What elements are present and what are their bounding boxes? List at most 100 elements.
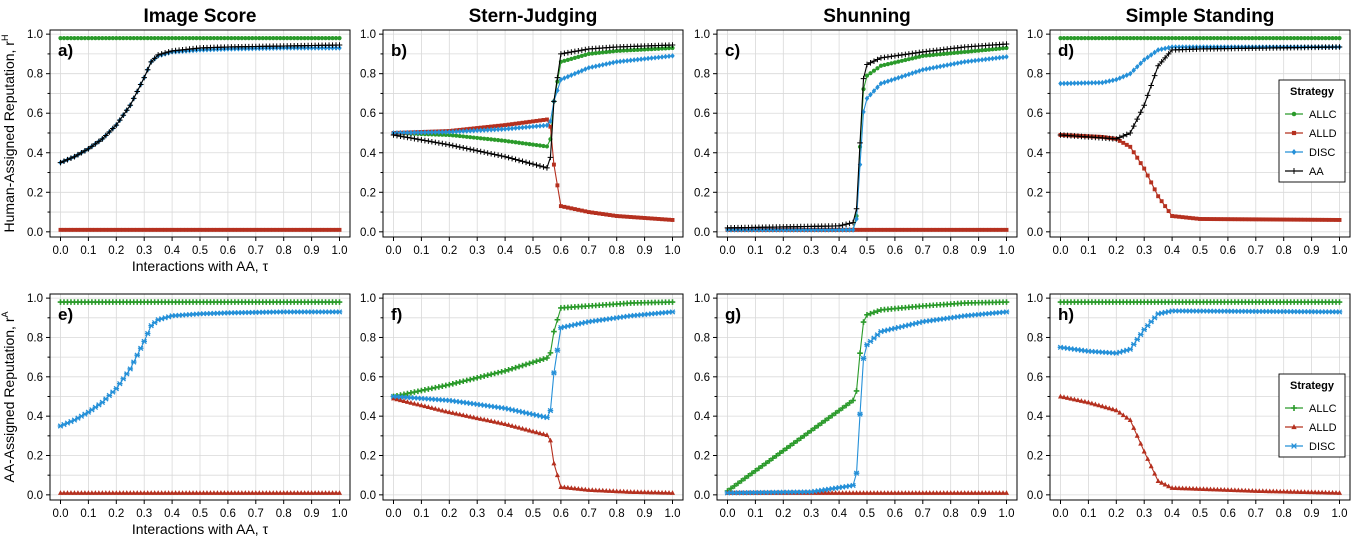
data-point — [207, 490, 213, 495]
data-point — [735, 480, 741, 487]
y-tick-label: 0.2 — [360, 187, 376, 199]
data-point — [121, 227, 126, 232]
x-tick-label: 0.1 — [80, 245, 96, 257]
data-point — [906, 490, 912, 495]
data-point — [123, 107, 130, 114]
data-point — [471, 127, 476, 134]
data-point — [390, 132, 397, 138]
data-point — [1127, 346, 1134, 352]
data-point — [924, 53, 929, 58]
data-point — [1123, 131, 1130, 138]
data-point — [531, 119, 535, 124]
data-point — [75, 151, 81, 158]
y-tick-label: 0.8 — [360, 69, 376, 81]
data-point — [1267, 217, 1272, 222]
data-point — [593, 211, 598, 216]
data-point — [1194, 35, 1199, 41]
data-point — [485, 417, 491, 423]
data-point — [1246, 35, 1251, 41]
data-point — [604, 212, 609, 217]
data-point — [85, 490, 91, 495]
y-tick-label: 1.0 — [694, 293, 710, 305]
series-disc — [724, 309, 1010, 496]
data-point — [791, 227, 797, 233]
data-point — [82, 490, 88, 495]
y-tick-label: 0.0 — [1027, 227, 1043, 239]
data-point — [454, 133, 459, 138]
y-tick-label: 1.0 — [27, 293, 43, 305]
data-point — [1278, 217, 1283, 222]
data-point — [618, 214, 623, 219]
data-point — [110, 490, 116, 495]
data-point — [491, 370, 498, 377]
data-point — [770, 455, 776, 462]
x-tick-label: 0.5 — [192, 508, 208, 520]
data-point — [663, 489, 669, 495]
data-point — [632, 47, 637, 53]
x-tick-label: 0.3 — [803, 508, 819, 520]
data-point — [433, 129, 438, 136]
data-point — [316, 35, 321, 41]
data-point — [1152, 187, 1157, 192]
data-point — [895, 490, 901, 495]
data-point — [993, 46, 999, 52]
data-point — [492, 126, 497, 133]
data-point — [836, 227, 842, 233]
data-point — [1128, 35, 1133, 41]
data-point — [1201, 35, 1206, 41]
x-tick-label: 0.5 — [525, 508, 541, 520]
panel-label: h) — [1058, 305, 1074, 324]
data-point — [408, 399, 414, 405]
data-point — [1274, 35, 1279, 41]
data-point — [1141, 57, 1147, 63]
data-point — [1194, 216, 1199, 221]
data-point — [611, 213, 616, 218]
y-tick-label: 0.2 — [1027, 451, 1043, 463]
data-point — [418, 137, 425, 143]
y-axis-label: AA-Assigned Reputation, rA — [0, 312, 17, 483]
data-point — [456, 379, 463, 385]
data-point — [533, 358, 540, 365]
data-point — [401, 398, 407, 403]
data-point — [1159, 46, 1164, 53]
data-point — [1336, 309, 1343, 315]
data-point — [69, 227, 73, 232]
data-point — [170, 35, 175, 41]
data-point — [1152, 470, 1158, 476]
data-point — [889, 77, 894, 83]
data-point — [538, 118, 542, 123]
y-tick-label: 0.0 — [27, 490, 43, 502]
data-point — [239, 490, 245, 495]
data-point — [976, 48, 981, 53]
x-tick-label: 0.6 — [887, 245, 903, 257]
data-point — [576, 54, 581, 59]
data-point — [544, 165, 550, 171]
data-point — [1291, 489, 1297, 494]
data-point — [137, 81, 144, 88]
data-point — [1232, 487, 1238, 493]
data-point — [229, 35, 234, 41]
data-point — [1079, 80, 1084, 86]
data-point — [134, 490, 140, 495]
legend-item-allc: ALLC — [1285, 109, 1337, 121]
data-point — [941, 62, 946, 69]
data-point — [1319, 35, 1325, 41]
data-point — [670, 218, 675, 222]
data-point — [1180, 485, 1186, 491]
data-point — [1320, 217, 1325, 222]
data-point — [485, 136, 490, 142]
data-point — [843, 402, 849, 409]
data-point — [1117, 409, 1123, 415]
data-point — [523, 141, 529, 146]
data-point — [554, 74, 561, 81]
data-point — [439, 407, 445, 413]
data-point — [777, 227, 783, 233]
data-point — [537, 357, 543, 363]
data-point — [92, 141, 99, 147]
data-point — [865, 227, 869, 232]
data-point — [239, 227, 244, 232]
data-point — [495, 152, 501, 159]
data-point — [903, 57, 908, 63]
data-point — [464, 413, 470, 418]
data-point — [646, 216, 651, 221]
